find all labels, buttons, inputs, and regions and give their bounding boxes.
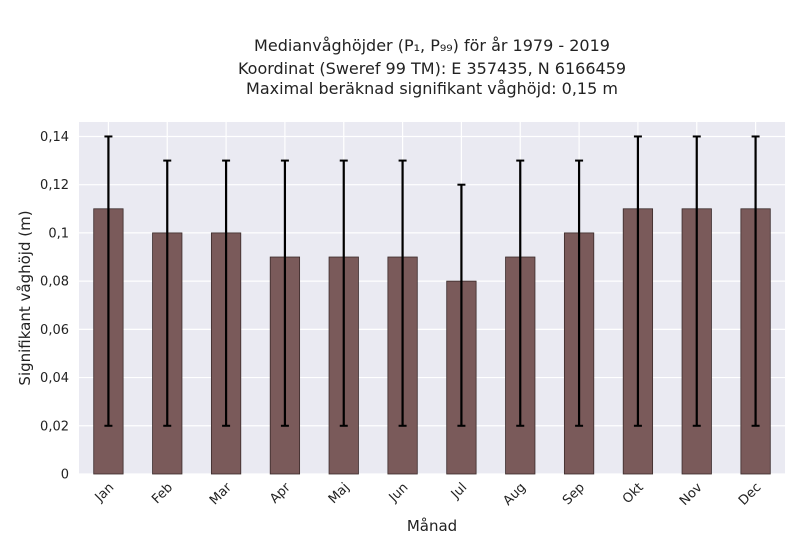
y-tick-label: 0,12 (40, 178, 69, 193)
y-tick-label: 0,06 (40, 323, 69, 338)
title-line-2: Koordinat (Sweref 99 TM): E 357435, N 61… (238, 59, 626, 78)
y-tick-label: 0,1 (48, 226, 69, 241)
x-tick-label: Mar (207, 480, 235, 508)
x-tick-label: Nov (677, 480, 706, 509)
x-tick-label: Apr (267, 480, 294, 507)
x-tick-label: Jul (448, 480, 470, 502)
y-tick-label: 0,04 (40, 371, 69, 386)
y-tick-label: 0 (61, 468, 69, 483)
x-tick-label: Aug (501, 480, 530, 509)
plot-area (79, 122, 785, 474)
chart-title: Medianvåghöjder (P₁, P₉₉) för år 1979 - … (238, 36, 626, 98)
title-line-3: Maximal beräknad signifikant våghöjd: 0,… (246, 79, 618, 98)
x-tick-label: Jan (92, 480, 117, 505)
x-tick-label: Sep (560, 480, 588, 508)
x-tick-label: Dec (736, 480, 764, 508)
y-tick-label: 0,14 (40, 130, 69, 145)
x-tick-label: Feb (149, 480, 176, 507)
x-tick-label: Maj (326, 480, 353, 507)
y-axis-label: Signifikant våghöjd (m) (16, 210, 34, 385)
x-tick-label: Jun (386, 480, 412, 506)
title-line-1: Medianvåghöjder (P₁, P₉₉) för år 1979 - … (254, 36, 610, 55)
y-tick-label: 0,02 (40, 419, 69, 434)
y-axis-ticks: 0 0,02 0,04 0,06 0,08 0,1 0,12 0,14 (40, 130, 69, 483)
y-tick-label: 0,08 (40, 275, 69, 290)
error-bars (104, 135, 760, 427)
x-axis-ticks: Jan Feb Mar Apr Maj Jun Jul Aug Sep Okt Nov Dec (92, 480, 765, 509)
x-axis-label: Månad (407, 517, 457, 535)
x-tick-label: Okt (620, 480, 647, 507)
